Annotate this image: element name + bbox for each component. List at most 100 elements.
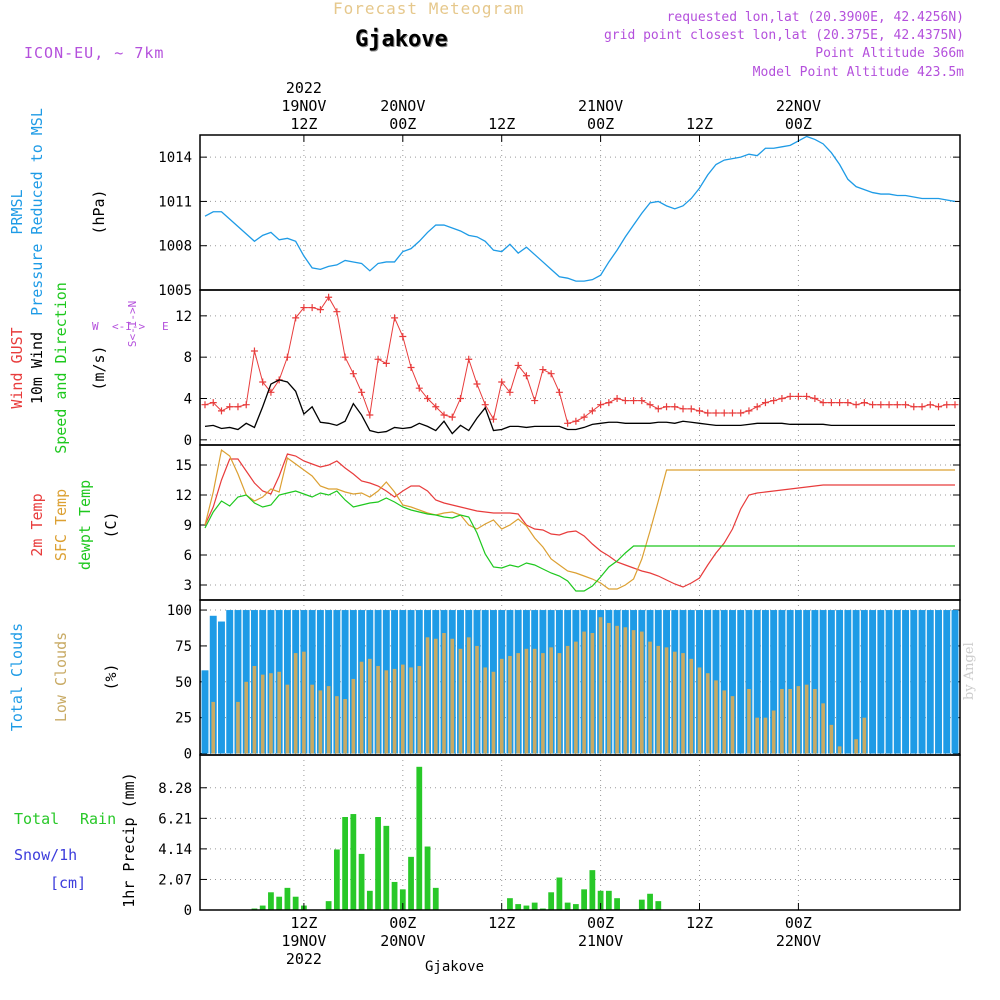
compass-ns: S<-I->N: [126, 301, 139, 347]
gust-point: [292, 314, 300, 322]
t2m-label: 2m Temp: [28, 493, 46, 556]
gust-point: [226, 403, 234, 411]
y-tick-label: 6: [184, 548, 192, 564]
gust-point: [522, 372, 530, 380]
total-cloud-bar: [308, 610, 316, 754]
time-label-top: 20NOV: [380, 97, 425, 115]
sfc-temp-label: SFC Temp: [52, 489, 70, 561]
rain-bar: [292, 896, 299, 910]
dewpt-line: [204, 490, 955, 592]
gust-point: [893, 401, 901, 409]
y-tick-label: 0: [184, 433, 192, 449]
gust-point: [885, 401, 893, 409]
total-cloud-bar: [811, 610, 819, 754]
low-cloud-bar: [318, 690, 323, 754]
gust-point: [366, 411, 374, 419]
total-cloud-bar: [918, 610, 926, 754]
total-cloud-bar: [943, 610, 951, 754]
low-cloud-bar: [714, 680, 718, 754]
gust-point: [869, 401, 877, 409]
total-cloud-bar: [753, 610, 761, 754]
total-cloud-bar: [836, 610, 844, 754]
total-cloud-bar: [745, 610, 753, 754]
time-label-bottom: 2022: [286, 950, 322, 968]
gust-point: [531, 397, 539, 405]
y-tick-label: 6.21: [158, 811, 192, 827]
precip-snow-label: Snow/1h: [14, 846, 77, 864]
gust-point: [753, 403, 761, 411]
gust-point: [712, 409, 720, 417]
low-cloud-bar: [598, 617, 603, 754]
low-cloud-bar: [392, 668, 397, 754]
low-cloud-bar: [376, 666, 380, 754]
panel-frame-temperature: [199, 444, 961, 601]
low-cloud-bar: [541, 653, 545, 754]
gust-point: [580, 413, 588, 421]
total-cloud-bar: [333, 610, 341, 754]
rain-bar: [572, 904, 579, 910]
low-cloud-bar: [491, 671, 496, 754]
gust-point: [679, 405, 687, 413]
low-cloud-bar: [310, 684, 314, 754]
low-cloud-bar: [433, 638, 438, 754]
total-cloud-bar: [226, 610, 234, 754]
low-cloud-bar: [821, 703, 825, 754]
total-cloud-bar: [761, 610, 769, 754]
gust-point: [737, 409, 745, 417]
gust-point: [770, 397, 778, 405]
total-cloud-bar: [737, 610, 745, 754]
low-cloud-bar: [730, 696, 735, 754]
y-tick-label: 1008: [158, 239, 192, 255]
low-cloud-bar: [335, 696, 339, 754]
gust-point: [951, 401, 959, 409]
rain-bar: [564, 902, 571, 910]
rain-bar: [638, 899, 645, 910]
y-tick-label: 8.28: [158, 781, 192, 797]
low-cloud-bar: [277, 671, 281, 754]
low-cloud-bar: [631, 630, 636, 754]
rain-bar: [614, 898, 620, 910]
gust-point: [539, 366, 547, 374]
gust-point: [935, 403, 943, 411]
low-cloud-bar: [796, 686, 801, 754]
rain-bar: [366, 890, 373, 910]
low-cloud-bar: [689, 658, 694, 754]
gust-point: [341, 353, 349, 361]
low-cloud-bar: [664, 647, 669, 754]
time-label-bottom: 12Z: [488, 914, 515, 932]
gust-point: [588, 407, 596, 415]
t2m-line: [204, 453, 955, 588]
total-cloud-bar: [729, 610, 736, 754]
low-cloud-bar: [771, 710, 776, 754]
rain-bar: [284, 887, 291, 910]
rain-bar: [556, 877, 563, 910]
low-cloud-bar: [697, 667, 702, 754]
low-cloud-label: Low Clouds: [52, 632, 70, 722]
gust-point: [646, 401, 654, 409]
total-cloud-bar: [786, 610, 794, 754]
y-tick-label: 1011: [158, 194, 192, 210]
total-cloud-bar: [218, 621, 225, 754]
wind-unit: (m/s): [90, 345, 108, 390]
gust-point: [259, 378, 267, 386]
gust-point: [704, 409, 712, 417]
low-cloud-bar: [763, 717, 768, 754]
low-cloud-bar: [483, 667, 488, 754]
low-cloud-bar: [417, 666, 422, 754]
y-tick-label: 25: [175, 711, 192, 727]
wind-dir-label: Speed and Direction: [52, 282, 70, 454]
precip-unit: 1hr Precip (mm): [120, 772, 138, 907]
rain-bar: [589, 870, 596, 910]
gust-point: [217, 407, 225, 415]
grid-point-coords: grid point closest lon,lat (20.375E, 42.…: [603, 28, 964, 43]
low-cloud-bar: [672, 651, 677, 754]
low-cloud-bar: [640, 631, 644, 754]
gust-point: [391, 314, 399, 322]
gust-point: [613, 395, 621, 402]
pressure-line: [204, 135, 956, 282]
low-cloud-bar: [499, 658, 504, 754]
rain-bar: [531, 902, 538, 910]
low-cloud-bar: [450, 638, 455, 754]
low-cloud-bar: [747, 688, 751, 754]
compass-e: E: [162, 320, 169, 333]
